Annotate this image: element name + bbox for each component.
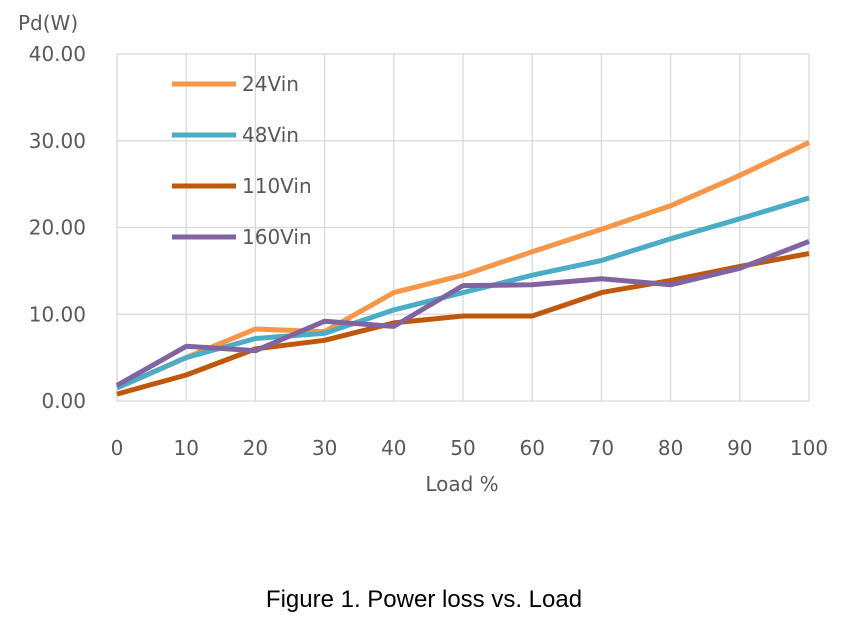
x-tick-label: 60 — [519, 436, 544, 460]
y-tick-label: 20.00 — [29, 216, 86, 240]
series-lines — [115, 140, 811, 397]
x-tick-label: 80 — [658, 436, 683, 460]
x-axis-title: Load % — [425, 472, 498, 496]
series-line-110vin — [116, 251, 810, 397]
legend-label: 48Vin — [242, 123, 299, 147]
x-axis-tick-labels: 0 10 20 30 40 50 60 70 80 90 100 — [111, 436, 828, 460]
figure-caption: Figure 1. Power loss vs. Load — [265, 586, 583, 613]
y-axis-tick-labels: 0.00 10.00 20.00 30.00 40.00 — [29, 42, 86, 413]
y-tick-label: 30.00 — [29, 129, 86, 153]
series-line-24vin — [115, 140, 811, 391]
y-tick-label: 10.00 — [29, 302, 86, 326]
x-tick-label: 40 — [381, 436, 406, 460]
legend-label: 24Vin — [242, 72, 299, 96]
x-tick-label: 90 — [727, 436, 752, 460]
x-tick-label: 0 — [111, 436, 124, 460]
x-tick-label: 10 — [173, 436, 198, 460]
y-tick-label: 0.00 — [41, 389, 86, 413]
series-line-160vin — [115, 239, 810, 388]
y-tick-label: 40.00 — [29, 42, 86, 66]
legend-label: 160Vin — [242, 225, 312, 249]
x-tick-label: 30 — [312, 436, 337, 460]
y-axis-title: Pd(W) — [18, 11, 78, 35]
legend-label: 110Vin — [242, 174, 312, 198]
legend: 24Vin 48Vin 110Vin 160Vin — [172, 72, 312, 249]
series-line-48vin — [115, 195, 810, 391]
x-tick-label: 100 — [790, 436, 828, 460]
x-tick-label: 50 — [450, 436, 475, 460]
x-tick-label: 20 — [243, 436, 268, 460]
x-tick-label: 70 — [589, 436, 614, 460]
line-chart: 0.00 10.00 20.00 30.00 40.00 0 10 20 30 40 50 60 70… — [18, 11, 828, 496]
